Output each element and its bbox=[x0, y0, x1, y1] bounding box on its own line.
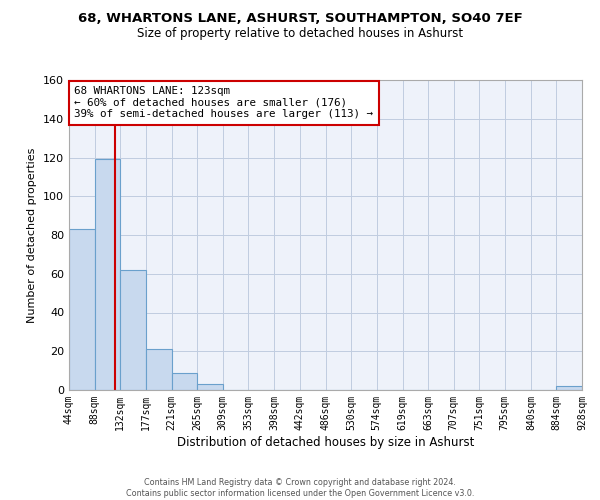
Bar bbox=[95, 160, 120, 390]
Bar bbox=[120, 270, 146, 390]
Text: Size of property relative to detached houses in Ashurst: Size of property relative to detached ho… bbox=[137, 28, 463, 40]
Bar bbox=[556, 386, 582, 390]
Y-axis label: Number of detached properties: Number of detached properties bbox=[28, 148, 37, 322]
Bar bbox=[146, 350, 172, 390]
X-axis label: Distribution of detached houses by size in Ashurst: Distribution of detached houses by size … bbox=[177, 436, 474, 448]
Text: Contains HM Land Registry data © Crown copyright and database right 2024.
Contai: Contains HM Land Registry data © Crown c… bbox=[126, 478, 474, 498]
Text: 68, WHARTONS LANE, ASHURST, SOUTHAMPTON, SO40 7EF: 68, WHARTONS LANE, ASHURST, SOUTHAMPTON,… bbox=[77, 12, 523, 26]
Bar bbox=[69, 229, 95, 390]
Bar bbox=[172, 372, 197, 390]
Text: 68 WHARTONS LANE: 123sqm
← 60% of detached houses are smaller (176)
39% of semi-: 68 WHARTONS LANE: 123sqm ← 60% of detach… bbox=[74, 86, 373, 120]
Bar bbox=[197, 384, 223, 390]
